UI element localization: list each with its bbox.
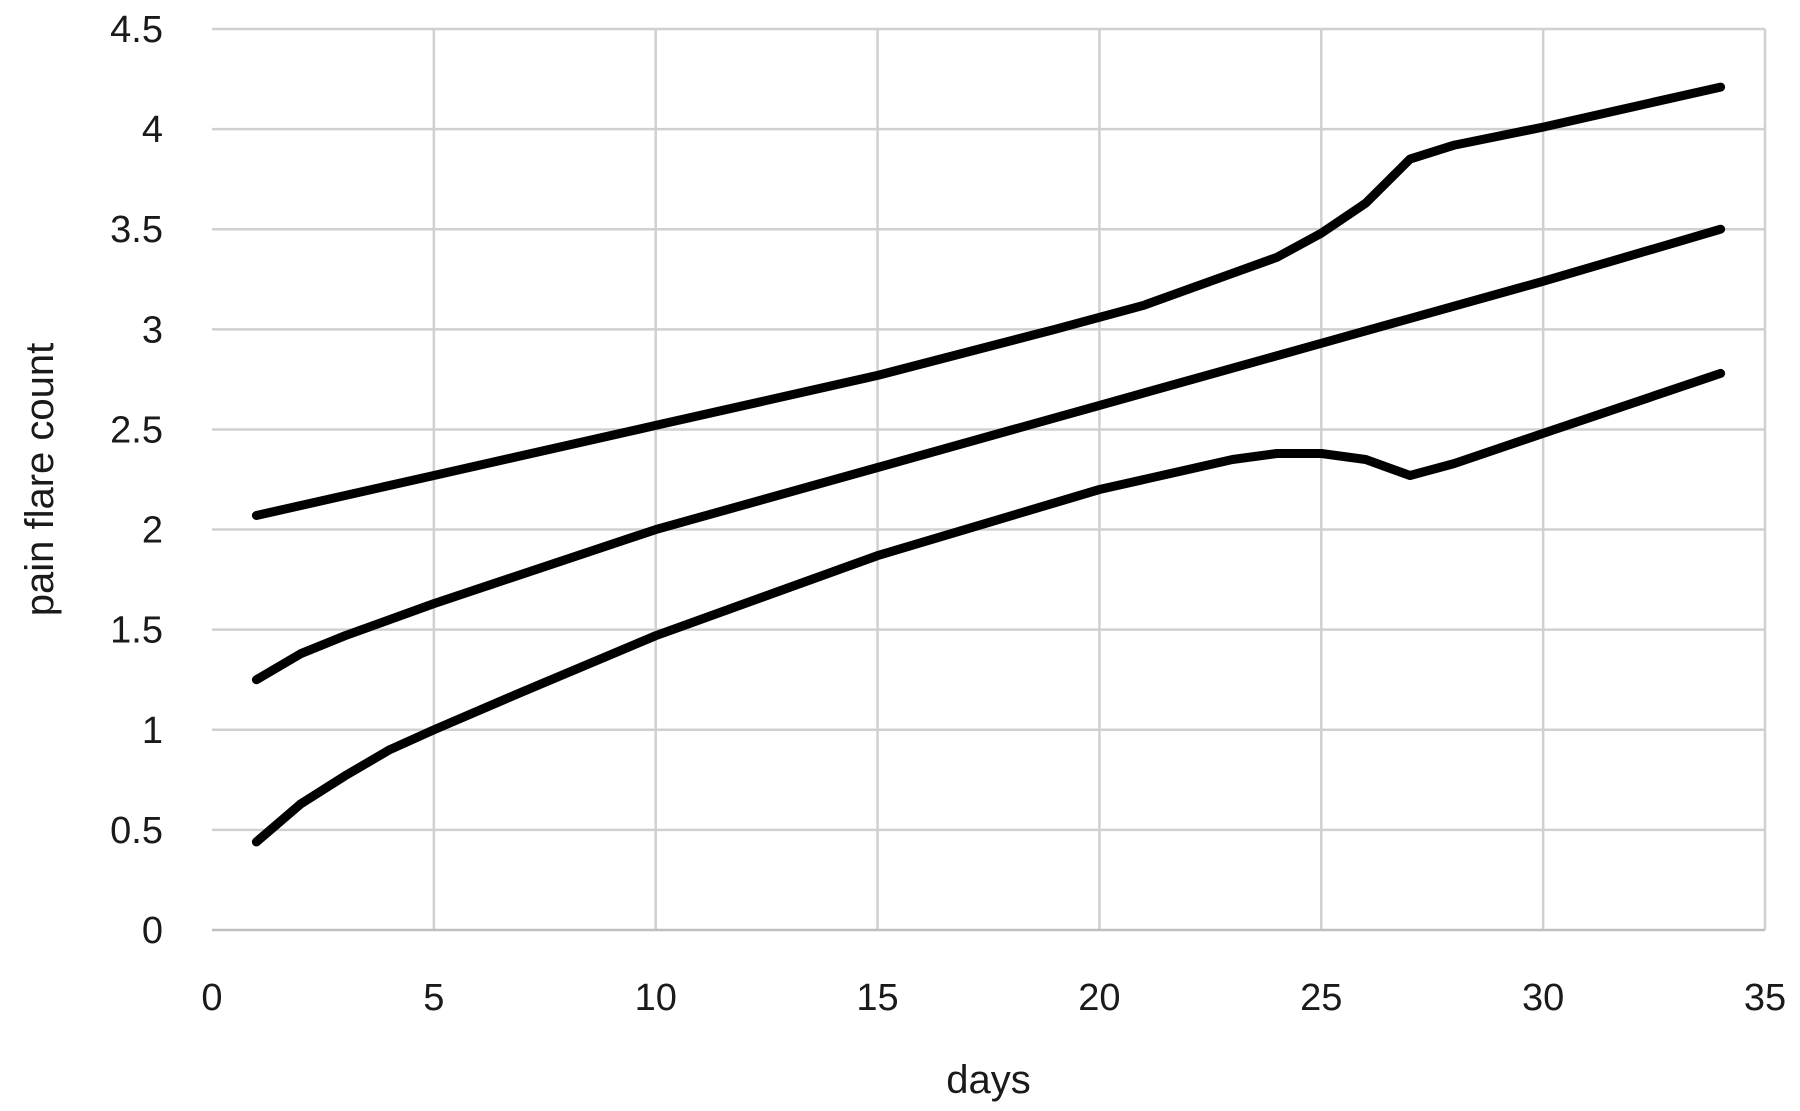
y-tick-label: 0 (142, 910, 163, 952)
y-tick-label: 4.5 (110, 9, 163, 51)
x-tick-label: 10 (635, 977, 677, 1019)
x-tick-label: 20 (1078, 977, 1120, 1019)
y-tick-label: 3.5 (110, 209, 163, 251)
y-tick-label: 1.5 (110, 610, 163, 652)
x-tick-label: 30 (1522, 977, 1564, 1019)
series-group (251, 82, 1726, 847)
y-tick-label: 3 (142, 309, 163, 351)
y-tick-label: 1 (142, 710, 163, 752)
x-tick-label: 25 (1300, 977, 1342, 1019)
series-line-1 (251, 82, 1726, 520)
y-axis-title: pain flare count (18, 343, 62, 617)
x-tick-label: 15 (856, 977, 898, 1019)
x-axis-title: days (946, 1058, 1031, 1102)
y-tick-label: 4 (142, 109, 163, 151)
x-tick-label: 5 (423, 977, 444, 1019)
vertical-gridlines (432, 29, 1767, 930)
x-tick-label: 35 (1744, 977, 1786, 1019)
y-tick-label: 2 (142, 510, 163, 552)
series-line-2 (251, 224, 1726, 685)
y-tick-label: 2.5 (110, 409, 163, 451)
series-line-3 (251, 368, 1726, 847)
horizontal-gridlines (212, 27, 1765, 832)
x-tick-label: 0 (201, 977, 222, 1019)
x-tick-labels: 0 5 10 15 20 25 30 35 (201, 977, 1786, 1019)
y-tick-labels: 0 0.5 1 1.5 2 2.5 3 3.5 4 4.5 (110, 9, 163, 952)
y-tick-label: 0.5 (110, 810, 163, 852)
